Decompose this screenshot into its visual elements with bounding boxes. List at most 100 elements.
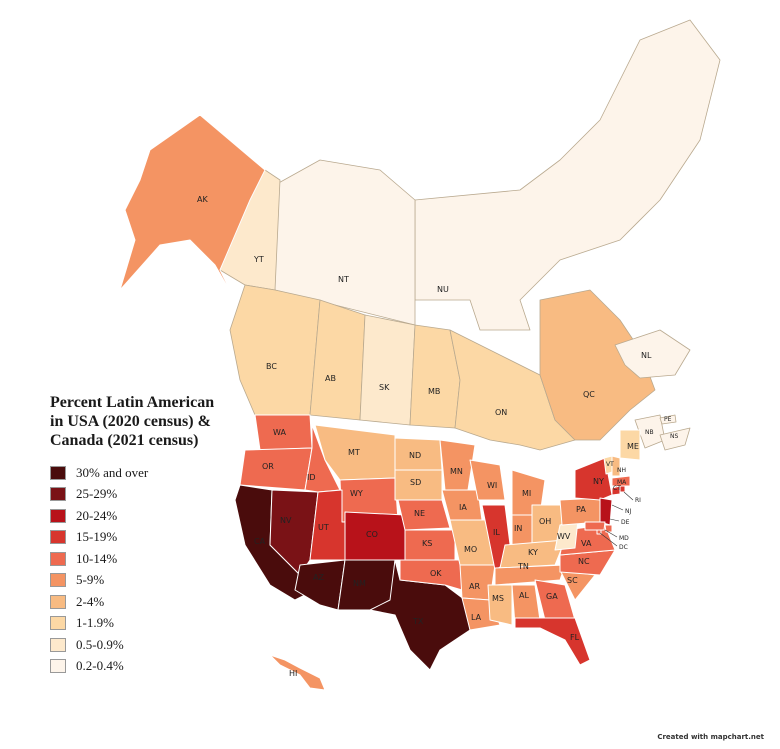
legend-label: 0.2-0.4% bbox=[76, 658, 124, 674]
region-PE bbox=[659, 414, 677, 425]
region-labels: AK YT NT NU BC AB SK MB ON QC NL NB NS P… bbox=[197, 195, 678, 678]
legend-label: 25-29% bbox=[76, 486, 118, 502]
label-WV: WV bbox=[557, 532, 571, 541]
label-AK: AK bbox=[197, 195, 208, 204]
legend-label: 10-14% bbox=[76, 550, 118, 566]
label-ME: ME bbox=[627, 442, 639, 451]
label-ID: ID bbox=[307, 473, 316, 482]
region-CT bbox=[611, 485, 621, 496]
label-NT: NT bbox=[338, 275, 349, 284]
region-AZ bbox=[294, 559, 346, 611]
label-IL: IL bbox=[493, 528, 500, 537]
label-OR: OR bbox=[262, 462, 274, 471]
legend-title-line: Percent Latin American bbox=[50, 394, 215, 411]
legend-item: 2-4% bbox=[50, 591, 250, 613]
legend-title: Percent Latin American in USA (2020 cens… bbox=[50, 393, 250, 450]
region-AB bbox=[309, 299, 366, 421]
legend-label: 0.5-0.9% bbox=[76, 636, 124, 652]
label-DC: DC bbox=[619, 544, 628, 551]
region-DE bbox=[604, 524, 613, 533]
legend-label: 2-4% bbox=[76, 593, 105, 609]
region-MA bbox=[611, 475, 631, 487]
label-leader-lines bbox=[599, 491, 634, 547]
legend-label: 20-24% bbox=[76, 507, 118, 523]
label-IA: IA bbox=[459, 503, 467, 512]
label-RI: RI bbox=[635, 497, 641, 504]
legend-swatch bbox=[50, 594, 66, 609]
label-NH: NH bbox=[617, 467, 626, 474]
label-WI: WI bbox=[487, 481, 497, 490]
label-AB: AB bbox=[325, 374, 336, 383]
label-TX: TX bbox=[412, 617, 424, 626]
region-ON bbox=[449, 329, 576, 451]
label-GA: GA bbox=[546, 592, 558, 601]
label-CO: CO bbox=[366, 530, 378, 539]
legend-swatch bbox=[50, 573, 66, 588]
legend-item: 25-29% bbox=[50, 484, 250, 506]
label-DE: DE bbox=[621, 519, 630, 526]
legend-item: 20-24% bbox=[50, 505, 250, 527]
legend-swatch bbox=[50, 616, 66, 631]
label-PA: PA bbox=[576, 505, 586, 514]
label-WA: WA bbox=[273, 428, 286, 437]
label-MB: MB bbox=[428, 387, 440, 396]
label-MI: MI bbox=[522, 489, 531, 498]
label-ON: ON bbox=[495, 408, 507, 417]
label-TN: TN bbox=[517, 562, 529, 571]
legend-swatch bbox=[50, 551, 66, 566]
label-HI: HI bbox=[289, 669, 297, 678]
label-OK: OK bbox=[430, 569, 442, 578]
label-QC: QC bbox=[583, 390, 595, 399]
label-AL: AL bbox=[519, 591, 529, 600]
legend-swatch bbox=[50, 530, 66, 545]
label-AZ: AZ bbox=[313, 573, 324, 582]
label-MO: MO bbox=[464, 545, 477, 554]
legend-item: 30% and over bbox=[50, 462, 250, 484]
label-SK: SK bbox=[379, 383, 390, 392]
region-AK bbox=[119, 114, 266, 301]
label-IN: IN bbox=[514, 524, 522, 533]
label-MA: MA bbox=[617, 479, 627, 486]
label-NC: NC bbox=[578, 557, 590, 566]
label-NL: NL bbox=[641, 351, 652, 360]
legend-item: 15-19% bbox=[50, 527, 250, 549]
region-HI bbox=[269, 654, 326, 691]
region-MD bbox=[584, 521, 606, 531]
label-NV: NV bbox=[280, 516, 292, 525]
region-NH bbox=[611, 455, 621, 477]
legend-item: 0.2-0.4% bbox=[50, 656, 250, 678]
legend: Percent Latin American in USA (2020 cens… bbox=[50, 393, 250, 677]
label-KY: KY bbox=[528, 548, 538, 557]
label-MN: MN bbox=[450, 467, 463, 476]
label-OH: OH bbox=[539, 517, 551, 526]
label-WY: WY bbox=[350, 489, 363, 498]
region-QC bbox=[539, 289, 656, 441]
label-SD: SD bbox=[410, 478, 421, 487]
label-KS: KS bbox=[422, 539, 432, 548]
label-NY: NY bbox=[593, 477, 604, 486]
region-OR bbox=[239, 447, 313, 491]
region-ME bbox=[619, 429, 641, 461]
label-AR: AR bbox=[469, 582, 480, 591]
region-SK bbox=[359, 314, 416, 426]
label-CA: CA bbox=[254, 537, 266, 546]
legend-swatch bbox=[50, 508, 66, 523]
label-MD: MD bbox=[619, 535, 629, 542]
legend-label: 5-9% bbox=[76, 572, 105, 588]
legend-label: 1-1.9% bbox=[76, 615, 114, 631]
label-VT: VT bbox=[606, 461, 614, 468]
legend-swatch bbox=[50, 659, 66, 674]
legend-item: 1-1.9% bbox=[50, 613, 250, 635]
label-SC: SC bbox=[567, 576, 578, 585]
credit-text: Created with mapchart.net bbox=[657, 733, 764, 741]
legend-swatch bbox=[50, 487, 66, 502]
label-VA: VA bbox=[581, 539, 592, 548]
label-NU: NU bbox=[437, 285, 449, 294]
legend-item: 0.5-0.9% bbox=[50, 634, 250, 656]
legend-item: 5-9% bbox=[50, 570, 250, 592]
region-FL bbox=[514, 617, 591, 666]
region-NE bbox=[397, 499, 451, 531]
region-NS bbox=[659, 427, 691, 451]
legend-label: 15-19% bbox=[76, 529, 118, 545]
